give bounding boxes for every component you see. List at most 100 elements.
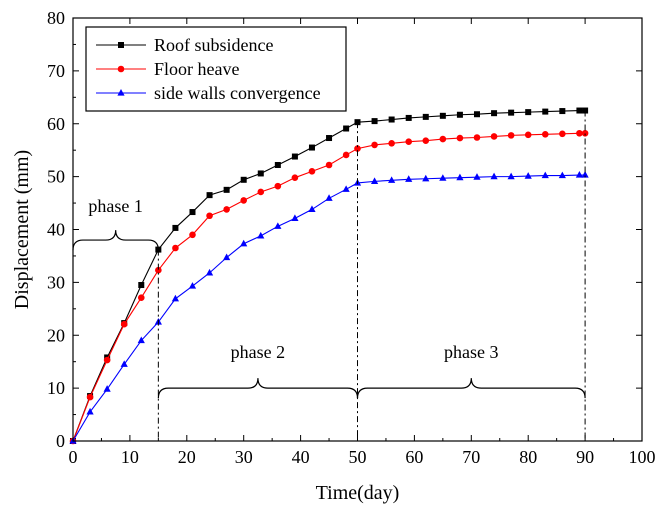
x-tick-label: 20 (178, 447, 196, 467)
data-point (257, 170, 264, 177)
data-point (524, 131, 532, 139)
legend: Roof subsidence Floor heave side walls con… (85, 26, 347, 112)
x-tick-label: 90 (576, 447, 594, 467)
plot-area (69, 107, 589, 445)
data-point (206, 212, 213, 220)
data-point (240, 239, 248, 247)
y-tick-label: 50 (47, 167, 65, 187)
data-point (388, 140, 395, 147)
series-side-walls-convergence (69, 171, 589, 444)
data-point (240, 176, 247, 183)
data-point (138, 282, 145, 289)
data-point (559, 108, 566, 115)
data-point (103, 356, 111, 364)
phase-brace (72, 230, 159, 251)
data-point (542, 108, 549, 115)
legend-label: side walls convergence (154, 83, 321, 103)
legend-entry: Floor heave (96, 59, 239, 79)
phase-brace (157, 378, 359, 399)
data-point (206, 192, 213, 199)
data-point (473, 134, 481, 141)
data-point (172, 224, 179, 231)
data-point (508, 109, 515, 116)
data-point (343, 125, 350, 132)
data-point (291, 214, 299, 221)
data-point (576, 107, 583, 114)
data-point (103, 385, 111, 392)
y-tick-label: 60 (47, 114, 65, 134)
axes: 0 10 20 30 40 50 60 70 80 90 100 0 10 20 30 40 50 60 70 80 (47, 8, 656, 467)
data-point (507, 132, 515, 139)
x-tick-label: 40 (292, 447, 310, 467)
data-point (291, 174, 299, 181)
data-point (172, 244, 179, 252)
data-point (541, 171, 549, 179)
series-line (72, 174, 586, 442)
phase-bracket (356, 378, 586, 399)
data-point (439, 135, 447, 143)
data-point (223, 253, 231, 261)
legend-marker (118, 42, 124, 48)
data-point (422, 137, 430, 144)
data-point (137, 336, 145, 344)
data-point (274, 182, 282, 190)
y-tick-label: 0 (56, 431, 65, 451)
data-point (576, 129, 583, 137)
data-point (308, 205, 316, 213)
data-point (456, 134, 464, 142)
data-point (240, 197, 247, 204)
data-point (456, 111, 463, 118)
data-point (308, 168, 316, 175)
data-point (525, 109, 532, 116)
series-line (72, 109, 586, 442)
data-point (223, 186, 230, 193)
data-point (370, 177, 379, 184)
data-point (342, 151, 350, 159)
data-point (342, 185, 350, 192)
x-tick-label: 60 (405, 447, 423, 467)
data-point (223, 206, 230, 213)
x-tick-label: 50 (349, 447, 367, 467)
data-point (541, 131, 549, 138)
y-tick-label: 20 (47, 325, 65, 345)
legend-entry: side walls convergence (96, 83, 321, 103)
data-point (581, 129, 589, 137)
data-point (491, 110, 498, 117)
data-point (155, 266, 162, 274)
phase-label: phase 2 (231, 342, 285, 362)
y-tick-label: 10 (47, 378, 65, 398)
data-point (188, 282, 197, 289)
data-point (326, 135, 333, 142)
data-point (473, 173, 481, 180)
data-point (371, 141, 378, 149)
data-point (559, 130, 566, 138)
series-floor-heave (69, 129, 589, 445)
y-tick-label: 70 (47, 61, 65, 81)
data-point (405, 175, 413, 182)
data-point (171, 294, 180, 302)
data-point (439, 174, 447, 181)
data-point (422, 174, 430, 182)
data-point (422, 113, 429, 120)
data-point (558, 171, 566, 179)
data-point (371, 118, 378, 125)
legend-label: Floor heave (154, 59, 239, 79)
phase-label: phase 1 (88, 196, 142, 216)
data-point (120, 360, 128, 367)
x-axis-label: Time(day) (316, 482, 400, 504)
data-point (120, 320, 128, 328)
data-point (490, 172, 498, 180)
data-point (86, 393, 94, 401)
data-point (325, 161, 333, 169)
data-point (325, 194, 333, 201)
phase-brace (356, 378, 586, 399)
x-tick-label: 100 (629, 447, 656, 467)
data-point (524, 172, 532, 179)
data-point (274, 222, 282, 229)
legend-marker (117, 89, 125, 96)
data-point (439, 112, 446, 119)
x-tick-label: 10 (121, 447, 139, 467)
legend-marker (117, 65, 125, 73)
data-point (473, 111, 480, 118)
